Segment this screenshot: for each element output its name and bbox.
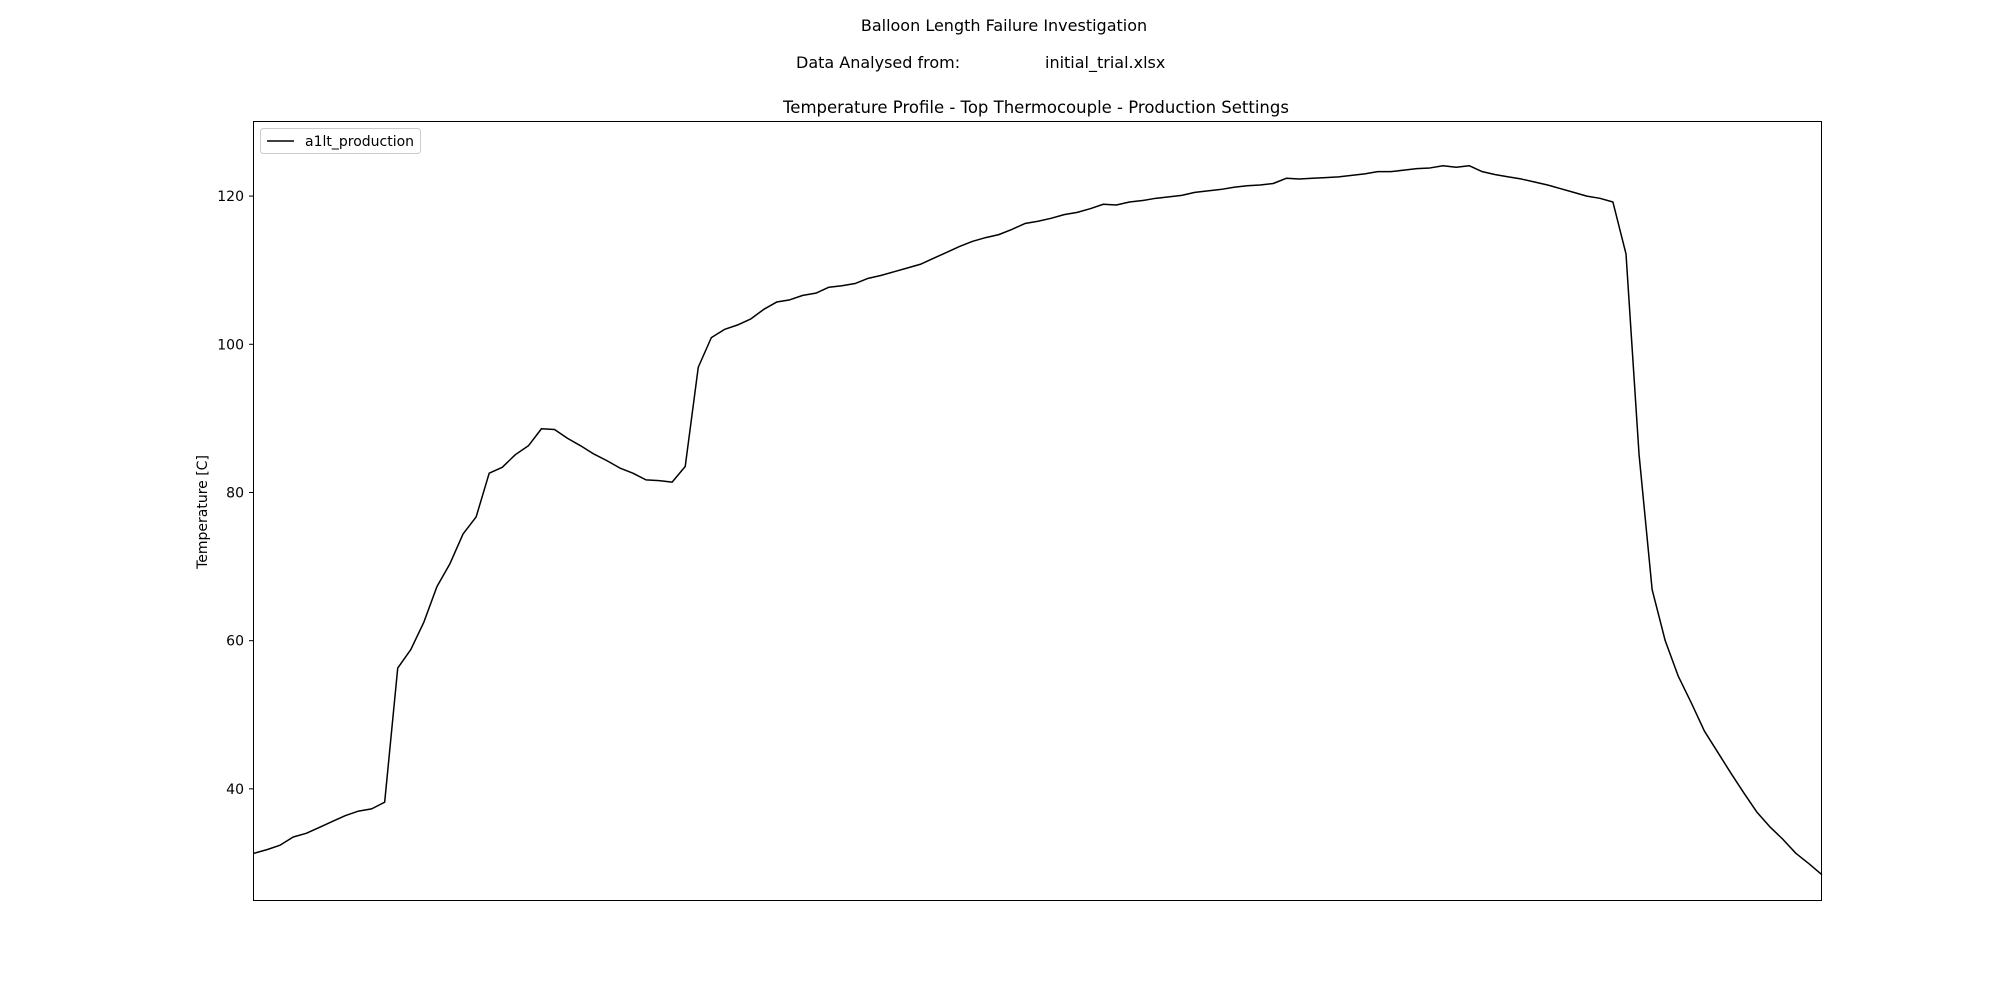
legend: a1lt_production: [260, 128, 421, 154]
chart-title: Temperature Profile - Top Thermocouple -…: [782, 98, 1289, 117]
legend-label: a1lt_production: [305, 134, 414, 150]
y-tick-label: 120: [217, 189, 244, 205]
figure-suptitle: Balloon Length Failure Investigation: [860, 16, 1148, 35]
plot-frame: [253, 121, 1822, 901]
legend-box: [260, 128, 421, 154]
y-tick-label: 80: [226, 485, 244, 501]
y-axis-label: Temperature [C]: [195, 455, 211, 570]
data-source-filename: initial_trial.xlsx: [1045, 53, 1166, 72]
y-tick-label: 40: [226, 782, 244, 798]
data-source-label: Data Analysed from:: [796, 53, 961, 72]
y-tick-label: 60: [226, 634, 244, 650]
y-axis-ticks: 40 60 80 100 120: [217, 189, 254, 798]
series-layer: [253, 164, 1823, 876]
y-tick-label: 100: [217, 337, 244, 353]
series-line-a1lt_production: [253, 164, 1823, 876]
